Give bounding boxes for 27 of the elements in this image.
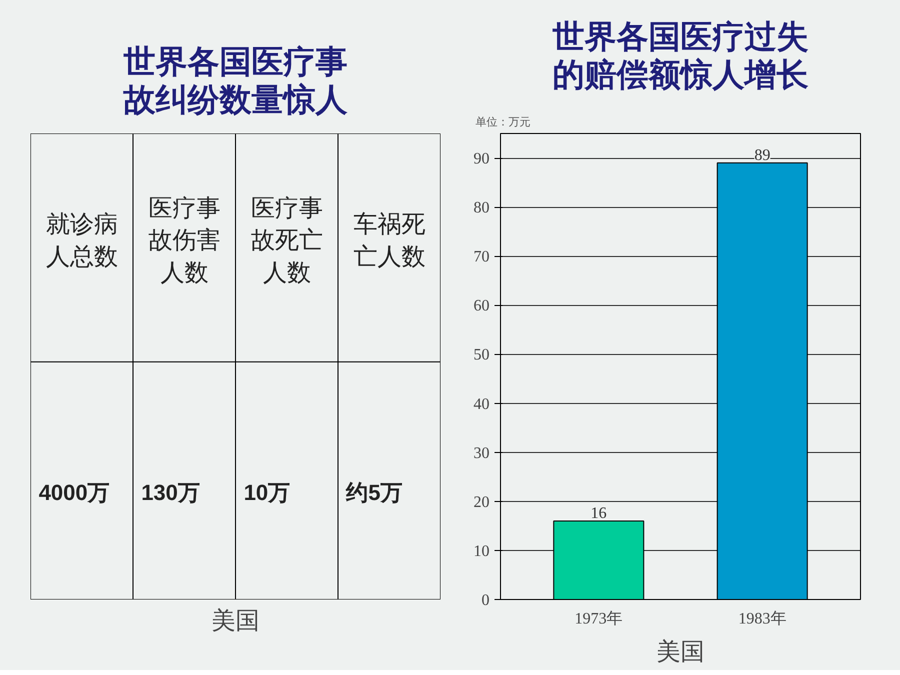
text: 美国 [212, 606, 260, 634]
y-tick-label: 0 [482, 592, 490, 609]
y-tick-label: 90 [474, 150, 490, 168]
data-label: 10万 [244, 480, 290, 505]
y-tick-label: 30 [474, 444, 490, 462]
y-axis-title: 单位：万元 [476, 116, 530, 128]
chart-title: 世界各国医疗过失的赔偿额惊人增长 [552, 18, 808, 94]
y-tick-label: 80 [474, 200, 490, 217]
y-tick-label: 60 [474, 298, 490, 315]
data-label: 约5万 [345, 480, 402, 505]
text: 美国 [656, 638, 704, 666]
category-label: 就诊病人总数 [46, 210, 118, 270]
data-label: 16 [590, 505, 607, 522]
data-label: 130万 [141, 480, 200, 505]
y-tick-label: 10 [474, 542, 490, 560]
y-tick-label: 50 [474, 346, 490, 364]
x-tick-label: 1983年 [738, 610, 786, 628]
category-label: 车祸死亡人数 [353, 210, 426, 270]
data-label: 4000万 [38, 480, 110, 505]
y-tick-label: 40 [474, 396, 490, 413]
data-label: 89 [754, 146, 770, 164]
category-label: 医疗事故死亡人数 [250, 194, 323, 287]
y-tick-label: 70 [474, 248, 490, 266]
x-tick-label: 1973年 [574, 610, 623, 628]
category-label: 医疗事故伤害人数 [148, 194, 220, 287]
y-tick-label: 20 [474, 494, 490, 511]
text: 世界各国医疗事故纠纷数量惊人 [122, 42, 348, 118]
